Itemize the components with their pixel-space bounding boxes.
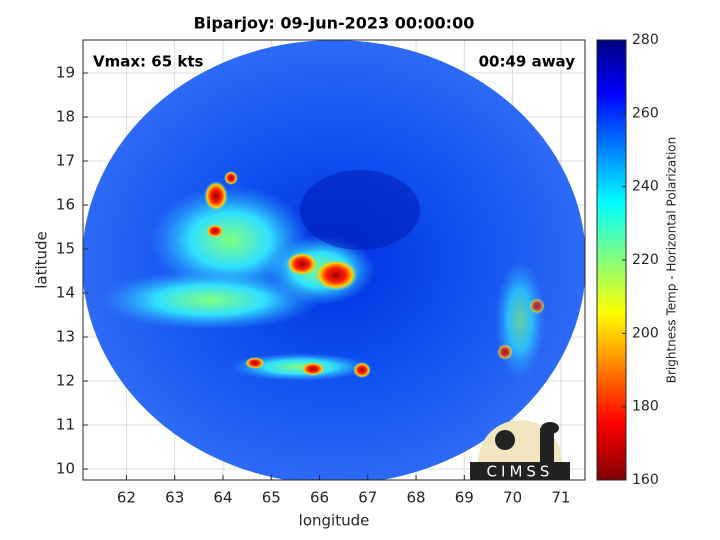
satellite-image — [83, 40, 585, 480]
y-axis-label: latitude — [33, 231, 51, 289]
chart-title: Biparjoy: 09-Jun-2023 00:00:00 — [194, 14, 475, 33]
y-tick-label: 18 — [56, 108, 75, 126]
annotation: 00:49 away — [479, 53, 576, 71]
y-tick-label: 14 — [56, 284, 75, 302]
y-tick-label: 15 — [56, 240, 75, 258]
colorbar-tick-label: 160 — [632, 472, 659, 488]
colorbar-tick-label: 240 — [632, 179, 659, 195]
logo-text: CIMSS — [487, 463, 554, 481]
y-tick-label: 12 — [56, 372, 75, 390]
colorbar-tick-label: 260 — [632, 105, 659, 121]
y-tick-label: 16 — [56, 196, 75, 214]
y-tick-label: 11 — [56, 416, 75, 434]
x-tick-label: 66 — [310, 489, 329, 507]
y-tick-label: 13 — [56, 328, 75, 346]
x-axis-label: longitude — [299, 512, 370, 530]
x-tick-label: 71 — [551, 489, 570, 507]
colorbar — [596, 39, 627, 481]
colorbar-tick-label: 200 — [632, 325, 659, 341]
x-tick-label: 65 — [262, 489, 281, 507]
x-tick-label: 69 — [455, 489, 474, 507]
x-tick-label: 64 — [213, 489, 232, 507]
annotation: Vmax: 65 kts — [93, 53, 203, 71]
ticks: 62 63 64 65 66 67 68 69 70 71 10 11 12 13 14 15 16 17 18 19 — [56, 64, 571, 507]
y-tick-label: 10 — [56, 460, 75, 478]
y-tick-label: 19 — [56, 64, 75, 82]
x-tick-label: 63 — [165, 489, 184, 507]
y-tick-label: 17 — [56, 152, 75, 170]
x-tick-label: 68 — [407, 489, 426, 507]
colorbar-tick-label: 280 — [632, 32, 659, 48]
colorbar-tick-label: 220 — [632, 252, 659, 268]
colorbar-label: Brightness Temp - Horizontal Polarizatio… — [665, 137, 679, 384]
x-tick-label: 62 — [117, 489, 136, 507]
x-tick-label: 70 — [503, 489, 522, 507]
axes-frame — [82, 39, 586, 481]
colorbar-tick-label: 180 — [632, 399, 659, 415]
x-tick-label: 67 — [358, 489, 377, 507]
logo: CIMSS — [470, 420, 570, 481]
